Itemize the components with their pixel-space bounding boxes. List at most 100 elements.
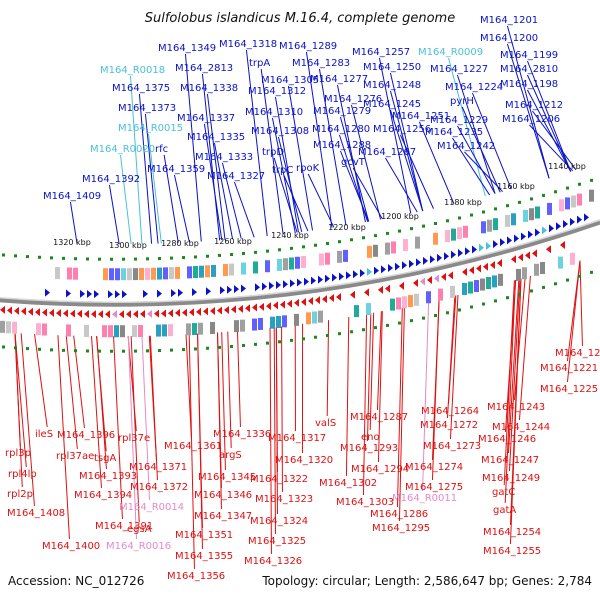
scale-tick [530, 197, 533, 201]
gene-connector-line [14, 332, 23, 488]
reverse-gene-arrow [308, 297, 313, 306]
forward-feature-block [415, 236, 420, 249]
forward-gene-arrow [556, 222, 561, 231]
gene-label: M164_1336 [213, 429, 271, 440]
gene-connector-line [345, 316, 350, 477]
gene-connector-line [507, 279, 520, 454]
forward-gene-arrow [367, 267, 372, 276]
scale-tick [398, 321, 401, 325]
gene-connector-line [260, 68, 284, 235]
forward-feature-block [253, 261, 258, 274]
reverse-gene-arrow [560, 240, 565, 249]
reverse-feature-block [468, 281, 473, 294]
gene-connector-line [273, 157, 298, 233]
reverse-gene-arrow [336, 292, 341, 301]
reverse-gene-arrow [196, 307, 201, 316]
gene-connector-line [339, 116, 370, 222]
forward-gene-arrow [493, 240, 498, 249]
reverse-feature-block [486, 276, 491, 289]
scale-tick [50, 348, 53, 352]
gene-label: M164_1310 [245, 107, 303, 118]
gene-connector-line [339, 150, 370, 222]
scale-tick [98, 349, 101, 353]
reverse-gene-arrow [385, 284, 390, 293]
reverse-gene-arrow [42, 308, 47, 317]
gene-labels: M164_1201 M164_1200 M164_1199 M164_2810 M164… [5, 15, 600, 582]
forward-feature-block [103, 268, 108, 281]
gene-connector-line [217, 332, 222, 510]
gene-label: M164_1245 [363, 99, 421, 110]
forward-gene-arrow [143, 289, 148, 298]
reverse-feature-block [210, 321, 215, 334]
reverse-feature-block [36, 323, 41, 336]
scale-tick [278, 248, 281, 252]
scale-tick [374, 326, 377, 330]
gene-label: M164_1246 [478, 434, 536, 445]
forward-feature-block [265, 260, 270, 273]
gene-connector-line [173, 174, 190, 243]
gene-label: M164_1333 [195, 152, 253, 163]
reverse-gene-arrow [448, 271, 453, 280]
scale-tick [218, 345, 221, 349]
gene-label: M164_1280 [312, 124, 370, 135]
gene-connector-line [138, 93, 153, 244]
kbp-tick-label: 1220 kbp [328, 223, 366, 232]
gene-label: M164_1294 [351, 464, 409, 475]
gene-connector-line [127, 336, 137, 540]
scale-tick [38, 255, 41, 259]
gene-label: M164_1396 [57, 430, 115, 441]
kbp-tick-label: 1260 kbp [214, 237, 252, 246]
gene-label: M164_1227 [430, 64, 488, 75]
reverse-gene-arrow [329, 294, 334, 303]
gene-label: M164_1206 [502, 114, 560, 125]
gene-connector-line [464, 151, 503, 192]
gene-label: trpD [262, 147, 284, 158]
kbp-tick-label: 1180 kbp [444, 198, 482, 207]
scale-tick [122, 349, 125, 353]
gene-connector-line [185, 334, 192, 440]
gene-label: eno [361, 432, 380, 443]
scale-tick [338, 240, 341, 244]
forward-gene-arrow [227, 285, 232, 294]
gene-label: M164_1337 [177, 113, 235, 124]
scale-tick [158, 349, 161, 353]
forward-gene-arrow [416, 258, 421, 267]
forward-feature-block [577, 193, 582, 206]
forward-gene-arrow [479, 243, 484, 252]
gene-connector-line [526, 74, 572, 172]
gene-label: M164_1303 [336, 497, 394, 508]
forward-gene-arrow [381, 265, 386, 274]
gene-connector-line [503, 280, 515, 486]
gene-connector-line [108, 184, 120, 245]
gene-label: M164_1251 [392, 111, 450, 122]
genome-summary-text: Topology: circular; Length: 2,586,647 bp… [261, 574, 592, 588]
reverse-gene-arrow [105, 310, 110, 319]
gene-label: M164_1312 [248, 86, 306, 97]
gene-label: M164_1225 [540, 384, 598, 395]
gene-label: rpl4lp [8, 469, 37, 480]
gene-label: M164_1212 [505, 100, 563, 111]
forward-feature-block [445, 230, 450, 243]
forward-feature-block [157, 267, 162, 280]
gene-connector-line [274, 96, 299, 233]
forward-gene-arrow [465, 247, 470, 256]
scale-tick [458, 308, 461, 312]
gene-label: M164_1394 [74, 490, 132, 501]
reverse-gene-arrow [441, 272, 446, 281]
reverse-gene-arrow [252, 303, 257, 312]
scale-tick [470, 305, 473, 309]
gene-connector-line [318, 68, 347, 226]
scale-tick [422, 316, 425, 320]
scale-tick [398, 229, 401, 233]
forward-feature-block [223, 264, 228, 277]
reverse-feature-block [198, 322, 203, 335]
scale-tick [74, 349, 77, 353]
scale-tick [266, 341, 269, 345]
gene-connector-line [206, 93, 226, 240]
gene-label: M164_1345 [198, 472, 256, 483]
gene-label: M164_R0009 [418, 47, 483, 58]
scale-tick [86, 257, 89, 261]
scale-tick [194, 347, 197, 351]
reverse-gene-arrow [84, 309, 89, 318]
kbp-tick-label: 1160 kbp [497, 182, 535, 191]
